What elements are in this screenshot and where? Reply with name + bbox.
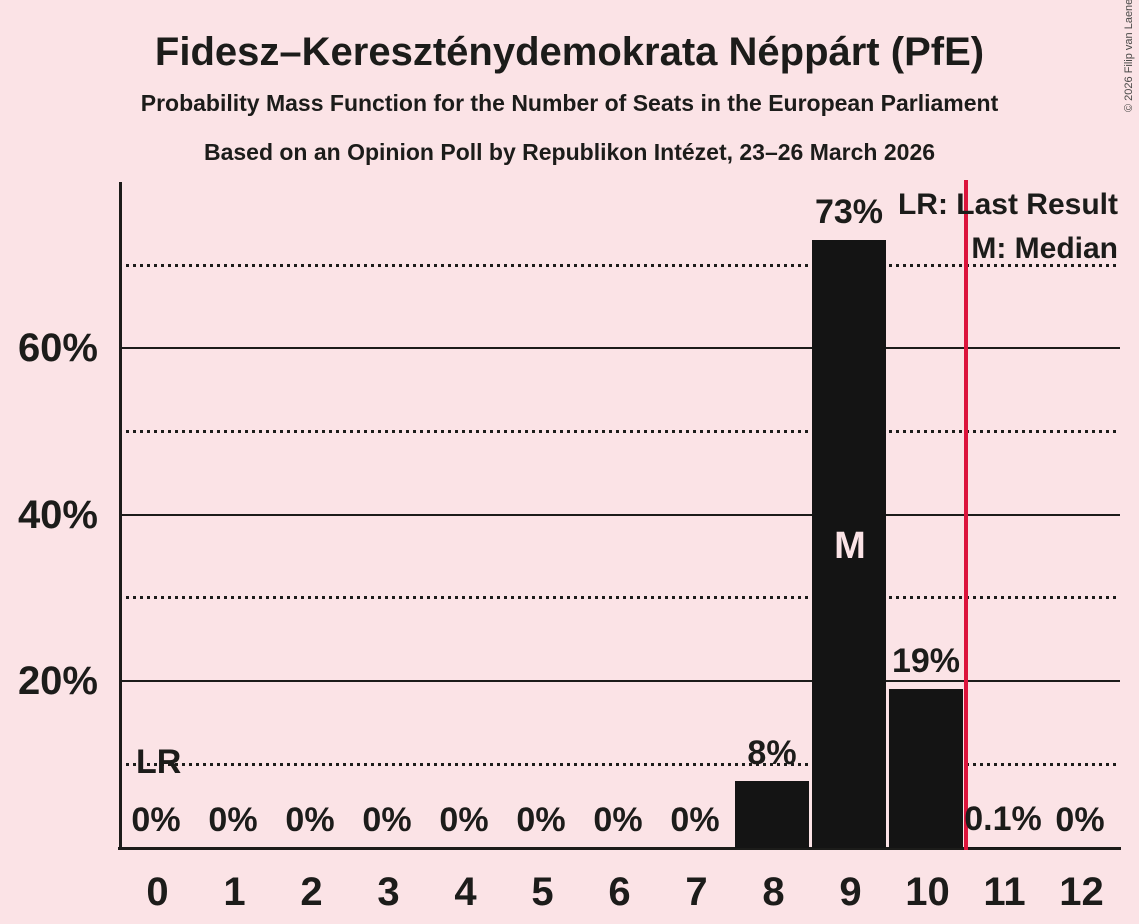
bar-value-label-seat-2: 0%	[285, 800, 335, 839]
median-label: M	[834, 525, 866, 567]
legend-median: M: Median	[971, 232, 1118, 265]
legend: LR: Last Result M: Median	[898, 183, 1118, 271]
bar-value-label-seat-7: 0%	[670, 800, 720, 839]
bar-value-label-seat-12: 0%	[1055, 800, 1105, 839]
x-tick-label-8: 8	[762, 870, 785, 914]
x-tick-label-12: 12	[1059, 870, 1104, 914]
gridline-solid-60pct	[119, 347, 1120, 350]
bar-seat-11	[966, 846, 1040, 848]
bar-value-label-seat-8: 8%	[747, 733, 797, 772]
legend-last-result: LR: Last Result	[897, 188, 1118, 221]
x-tick-label-2: 2	[300, 870, 323, 914]
x-axis	[118, 847, 1121, 850]
gridline-dotted-10pct	[119, 762, 1120, 766]
last-result-label: LR	[136, 743, 182, 781]
x-tick-label-10: 10	[905, 870, 950, 914]
chart-subtitle-poll: Based on an Opinion Poll by Republikon I…	[203, 139, 936, 165]
y-tick-label-40pct: 40%	[17, 492, 98, 537]
x-tick-label-11: 11	[983, 870, 1026, 914]
x-tick-label-5: 5	[531, 870, 554, 914]
bar-seat-9	[812, 240, 886, 848]
gridline-solid-40pct	[119, 513, 1120, 516]
gridline-dotted-70pct	[119, 263, 1120, 267]
gridline-solid-20pct	[119, 680, 1120, 683]
x-tick-label-1: 1	[223, 870, 246, 914]
chart-subtitle-pmf: Probability Mass Function for the Number…	[140, 90, 999, 116]
bar-seat-8	[735, 780, 809, 848]
bar-value-label-seat-6: 0%	[593, 800, 643, 839]
x-tick-label-4: 4	[454, 870, 477, 914]
chart-title: Fidesz–Kereszténydemokrata Néppárt (PfE)	[154, 30, 985, 74]
x-tick-label-9: 9	[839, 870, 862, 914]
x-tick-label-0: 0	[146, 870, 169, 914]
x-tick-label-7: 7	[685, 870, 708, 914]
gridline-dotted-50pct	[119, 430, 1120, 433]
bar-value-label-seat-5: 0%	[516, 800, 566, 839]
bar-value-label-seat-3: 0%	[362, 800, 412, 839]
bar-value-label-seat-10: 19%	[891, 642, 961, 681]
bar-seat-10	[889, 689, 963, 848]
bar-value-label-seat-9: 73%	[814, 193, 884, 232]
bar-value-label-seat-4: 0%	[439, 800, 489, 839]
last-result-line	[963, 180, 968, 850]
gridline-dotted-30pct	[119, 596, 1120, 600]
x-tick-label-6: 6	[608, 870, 631, 914]
bar-value-label-seat-11: 0.1%	[964, 799, 1042, 838]
y-tick-label-60pct: 60%	[17, 326, 98, 371]
y-axis	[119, 182, 122, 850]
x-tick-label-3: 3	[377, 870, 400, 914]
y-tick-label-20pct: 20%	[17, 659, 98, 704]
bar-value-label-seat-0: 0%	[131, 800, 181, 839]
bar-value-label-seat-1: 0%	[208, 800, 258, 839]
